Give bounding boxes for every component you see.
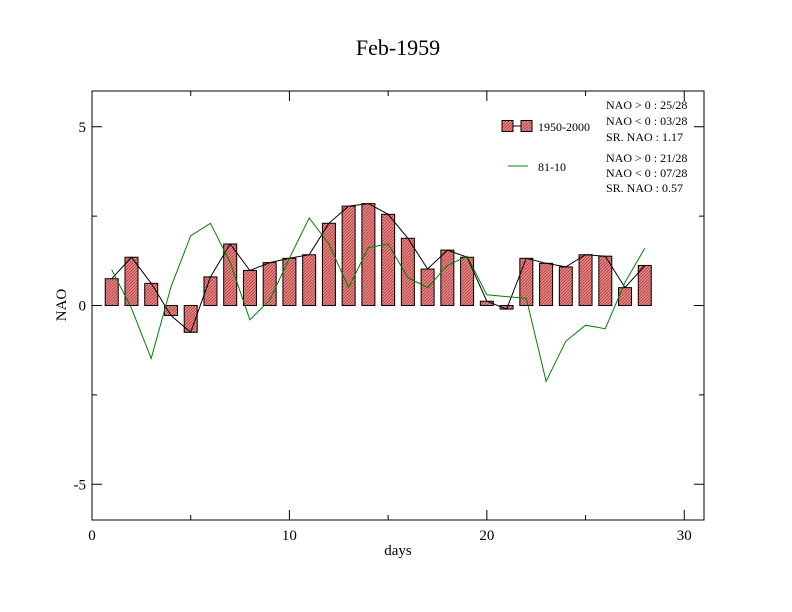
y-tick-label: 5 (79, 120, 87, 136)
legend-swatch-left (501, 120, 514, 132)
chart-title: Feb-1959 (356, 35, 440, 60)
bar-day-27 (618, 287, 633, 306)
bar-day-14 (361, 203, 376, 306)
x-tick-label: 20 (479, 528, 494, 544)
x-axis-label: days (384, 543, 412, 559)
series-line-1950-2000 (111, 203, 646, 334)
bar-day-23 (539, 262, 554, 307)
stat-nao-positive: NAO > 0 : 21/28 (606, 151, 687, 165)
x-tick-label: 30 (677, 528, 692, 544)
legend-label-1950-2000: 1950-2000 (538, 120, 590, 134)
stat-nao-negative: NAO < 0 : 03/28 (606, 114, 687, 128)
bar-day-3 (144, 282, 159, 306)
y-axis-label: NAO (54, 289, 70, 322)
bar-day-12 (321, 222, 336, 306)
bar-day-15 (381, 213, 396, 306)
legend-label-81-10: 81-10 (538, 160, 566, 174)
bar-day-16 (400, 237, 415, 306)
bar-day-11 (302, 254, 317, 306)
bar-day-8 (242, 269, 257, 306)
stat-nao-negative: NAO < 0 : 07/28 (606, 166, 687, 180)
stat-nao-positive: NAO > 0 : 25/28 (606, 98, 687, 112)
y-tick-label: -5 (74, 477, 87, 493)
bar-day-1 (104, 278, 119, 306)
bar-day-10 (282, 257, 297, 306)
legend: 1950-2000 81-10 (501, 120, 590, 174)
stats-block-1950-2000: NAO > 0 : 25/28 NAO < 0 : 03/28 SR. NAO … (606, 98, 687, 144)
bar-day-18 (440, 249, 455, 306)
bar-day-2 (124, 256, 139, 306)
stats-block-81-10: NAO > 0 : 21/28 NAO < 0 : 07/28 SR. NAO … (606, 151, 687, 195)
bar-day-28 (637, 264, 652, 306)
bar-day-24 (558, 266, 573, 307)
series-line-81-10 (111, 216, 646, 383)
x-tick-label: 10 (282, 528, 297, 544)
bar-day-13 (341, 205, 356, 307)
x-tick-label: 0 (88, 528, 96, 544)
stat-sr-nao: SR. NAO : 0.57 (606, 181, 683, 195)
stat-sr-nao: SR. NAO : 1.17 (606, 130, 683, 144)
plot-area (104, 203, 652, 383)
bar-day-4 (163, 305, 178, 317)
bar-day-25 (578, 254, 593, 306)
axes: 0 10 20 30 -5 0 5 (74, 91, 704, 544)
legend-swatch-right (520, 120, 533, 132)
y-tick-label: 0 (79, 299, 87, 315)
